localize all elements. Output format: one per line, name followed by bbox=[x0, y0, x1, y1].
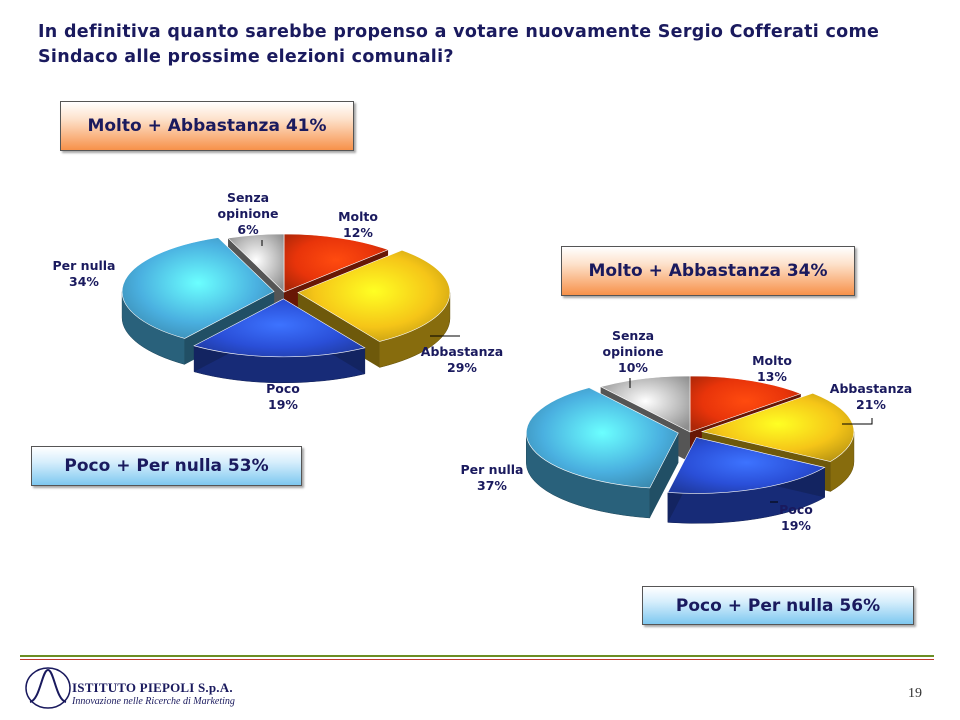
page-number: 19 bbox=[908, 686, 922, 701]
summary-box-molto-abbastanza-2: Molto + Abbastanza 34% bbox=[561, 246, 855, 296]
pie-slice-poco bbox=[667, 437, 826, 494]
slice-label-molto: Molto 12% bbox=[338, 209, 378, 240]
logo-name: ISTITUTO PIEPOLI S.p.A. bbox=[72, 680, 233, 695]
slice-label-poco: Poco 19% bbox=[779, 502, 813, 533]
logo-subtitle: Innovazione nelle Ricerche di Marketing bbox=[72, 696, 235, 707]
footer-rule-accent bbox=[20, 659, 934, 660]
pie-slice-per-nulla bbox=[525, 387, 679, 489]
slice-label-abbastanza: Abbastanza 29% bbox=[421, 344, 503, 375]
slice-label-molto: Molto 13% bbox=[752, 353, 792, 384]
leader-line-abbastanza bbox=[842, 418, 873, 425]
slice-label-per-nulla: Per nulla 37% bbox=[461, 462, 524, 493]
slice-label-abbastanza: Abbastanza 21% bbox=[830, 381, 912, 412]
pie-slice-senza-opinione bbox=[227, 233, 285, 293]
pie-slice-abbastanza bbox=[297, 249, 451, 342]
pie-slice-molto bbox=[283, 233, 389, 293]
summary-box-molto-abbastanza-1: Molto + Abbastanza 41% bbox=[60, 101, 354, 151]
pie-slice-abbastanza bbox=[700, 392, 855, 462]
slice-label-senza-opinione: Senza opinione 10% bbox=[603, 328, 664, 375]
pie-slice-molto bbox=[689, 375, 802, 433]
pie-slice-poco bbox=[193, 298, 366, 358]
pie-slice-per-nulla bbox=[121, 237, 275, 339]
summary-box-poco-per-nulla-1: Poco + Per nulla 53% bbox=[31, 446, 302, 486]
summary-box-poco-per-nulla-2: Poco + Per nulla 56% bbox=[642, 586, 914, 625]
logo-icon bbox=[25, 667, 71, 709]
slice-label-senza-opinione: Senza opinione 6% bbox=[218, 190, 279, 237]
footer-rule bbox=[20, 655, 934, 657]
slice-label-per-nulla: Per nulla 34% bbox=[53, 258, 116, 289]
slice-label-poco: Poco 19% bbox=[266, 381, 300, 412]
page-title: In definitiva quanto sarebbe propenso a … bbox=[38, 22, 880, 67]
pie-slice-senza-opinione bbox=[599, 375, 691, 433]
